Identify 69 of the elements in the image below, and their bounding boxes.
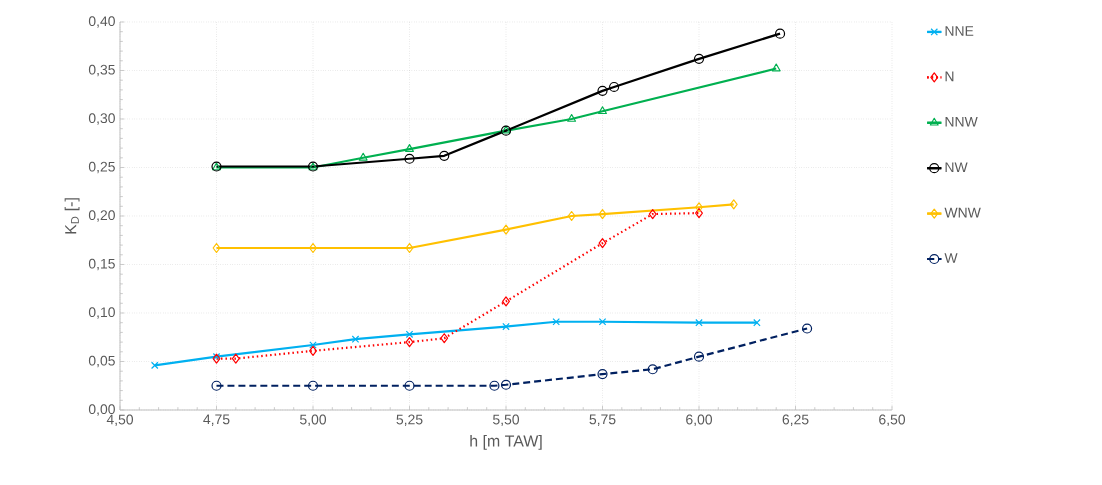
point [358,152,368,161]
legend-label: WNW [944,207,981,218]
point [351,335,360,343]
point [567,210,576,222]
point [502,322,510,331]
point [693,351,705,362]
point [405,337,414,348]
point [404,153,415,164]
x-axis-title: h [m TAW] [470,434,542,450]
point [598,208,607,220]
point [502,224,510,235]
x-tick-label: 6,50 [879,414,906,427]
x-tick-label: 4,50 [106,414,134,427]
x-tick-label: 5,75 [589,414,616,426]
point [753,318,761,327]
point [212,242,221,254]
point [231,353,240,364]
point [695,202,703,213]
point [597,369,608,380]
y-tick-label: 0,40 [88,16,115,28]
y-tick-label: 0,25 [88,161,115,174]
point [802,323,813,334]
point [695,318,703,327]
legend-label: W [944,253,958,263]
point [598,106,607,115]
point [500,379,512,390]
y-tick-label: 0,20 [88,210,115,222]
x-tick-label: 6,25 [782,414,809,427]
point [552,317,560,326]
point [648,208,657,220]
y-axis-title: K$_{D}$ [-] [64,198,80,234]
point [502,296,510,307]
x-tick-label: 4,75 [203,414,230,426]
y-tick-label: 0,05 [88,355,115,368]
point [693,53,705,64]
point [598,317,607,326]
point [440,333,449,344]
x-tick-label: 6,00 [686,414,713,427]
x-tick-label: 5,50 [492,414,520,427]
point [307,380,319,391]
y-tick-label: 0,00 [88,404,115,416]
point [404,380,415,391]
point [567,113,577,122]
point [597,85,608,96]
y-tick-label: 0,15 [88,258,115,271]
point [309,345,317,356]
point [609,81,620,93]
point [211,380,222,391]
point [598,238,607,249]
legend-label: NNW [945,117,978,127]
y-tick-label: 0,10 [88,307,115,319]
point [771,63,781,72]
legend-label: NW [945,162,968,173]
x-tick-label: 5,25 [396,414,423,427]
point [150,361,159,370]
legend-label: NNE [945,26,974,36]
y-tick-label: 0,35 [88,64,115,77]
point [489,380,500,391]
legend-label: N [945,71,954,82]
y-tick-label: 0,30 [88,113,115,125]
point [729,199,738,210]
point [695,208,703,219]
point [405,330,414,339]
point [439,150,450,161]
point [647,364,658,375]
x-tick-label: 5,00 [299,414,327,427]
point [405,143,414,152]
point [774,28,786,39]
point [405,242,414,254]
